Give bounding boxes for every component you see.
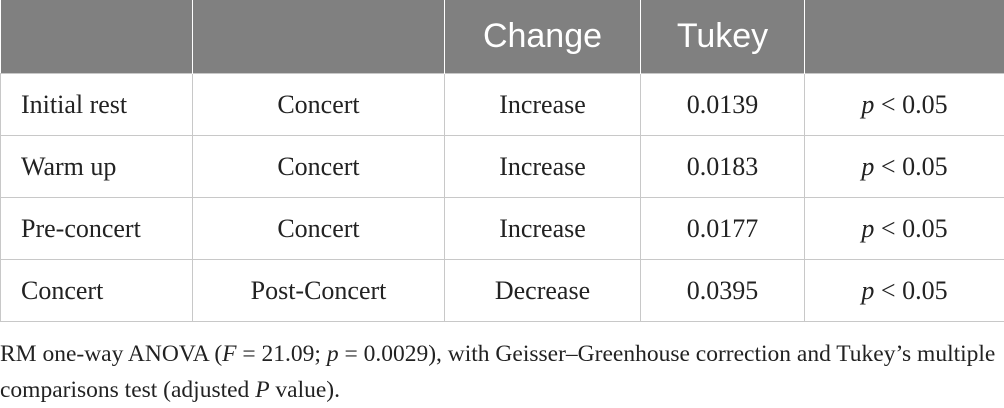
cell-tukey: 0.0139	[640, 73, 805, 136]
footnote-text: = 21.09;	[236, 341, 327, 367]
cell-significance: p < 0.05	[804, 73, 1004, 136]
table-row: Pre-concert Concert Increase 0.0177 p < …	[0, 197, 1004, 260]
p-threshold: < 0.05	[874, 275, 948, 305]
table-footnote: RM one-way ANOVA (F = 21.09; p = 0.0029)…	[0, 336, 1000, 408]
footnote-text: = 0.0029), with Geisser–Greenhouse corre…	[0, 341, 996, 403]
p-symbol: p	[861, 89, 875, 119]
cell-from: Pre-concert	[0, 197, 193, 260]
cell-to: Concert	[192, 135, 445, 198]
header-cell-to	[192, 0, 445, 74]
results-table: Change Tukey Initial rest Concert Increa…	[0, 0, 1004, 322]
table-row: Initial rest Concert Increase 0.0139 p <…	[0, 73, 1004, 136]
header-cell-tukey: Tukey	[640, 0, 805, 74]
p-threshold: < 0.05	[874, 89, 948, 119]
cell-tukey: 0.0177	[640, 197, 805, 260]
header-row: Change Tukey	[0, 0, 1004, 74]
cell-significance: p < 0.05	[804, 259, 1004, 322]
footnote-f-variable: F	[222, 341, 237, 367]
cell-change: Decrease	[444, 259, 641, 322]
footnote-text: RM one-way ANOVA (	[0, 341, 223, 367]
cell-from: Warm up	[0, 135, 193, 198]
footnote-p-variable: p	[326, 341, 339, 367]
cell-significance: p < 0.05	[804, 135, 1004, 198]
cell-tukey: 0.0183	[640, 135, 805, 198]
header-cell-change: Change	[444, 0, 641, 74]
cell-to: Concert	[192, 73, 445, 136]
cell-to: Post-Concert	[192, 259, 445, 322]
footnote-capital-p-variable: P	[255, 377, 270, 403]
results-table-container: Change Tukey Initial rest Concert Increa…	[0, 0, 1004, 322]
p-symbol: p	[861, 213, 875, 243]
table-row: Warm up Concert Increase 0.0183 p < 0.05	[0, 135, 1004, 198]
header-cell-from	[0, 0, 193, 74]
p-threshold: < 0.05	[874, 213, 948, 243]
footnote-text: value).	[269, 377, 341, 403]
cell-from: Initial rest	[0, 73, 193, 136]
cell-change: Increase	[444, 197, 641, 260]
cell-to: Concert	[192, 197, 445, 260]
cell-tukey: 0.0395	[640, 259, 805, 322]
p-threshold: < 0.05	[874, 151, 948, 181]
cell-significance: p < 0.05	[804, 197, 1004, 260]
p-symbol: p	[861, 275, 875, 305]
cell-from: Concert	[0, 259, 193, 322]
p-symbol: p	[861, 151, 875, 181]
table-row: Concert Post-Concert Decrease 0.0395 p <…	[0, 259, 1004, 322]
header-cell-significance	[804, 0, 1004, 74]
cell-change: Increase	[444, 135, 641, 198]
cell-change: Increase	[444, 73, 641, 136]
